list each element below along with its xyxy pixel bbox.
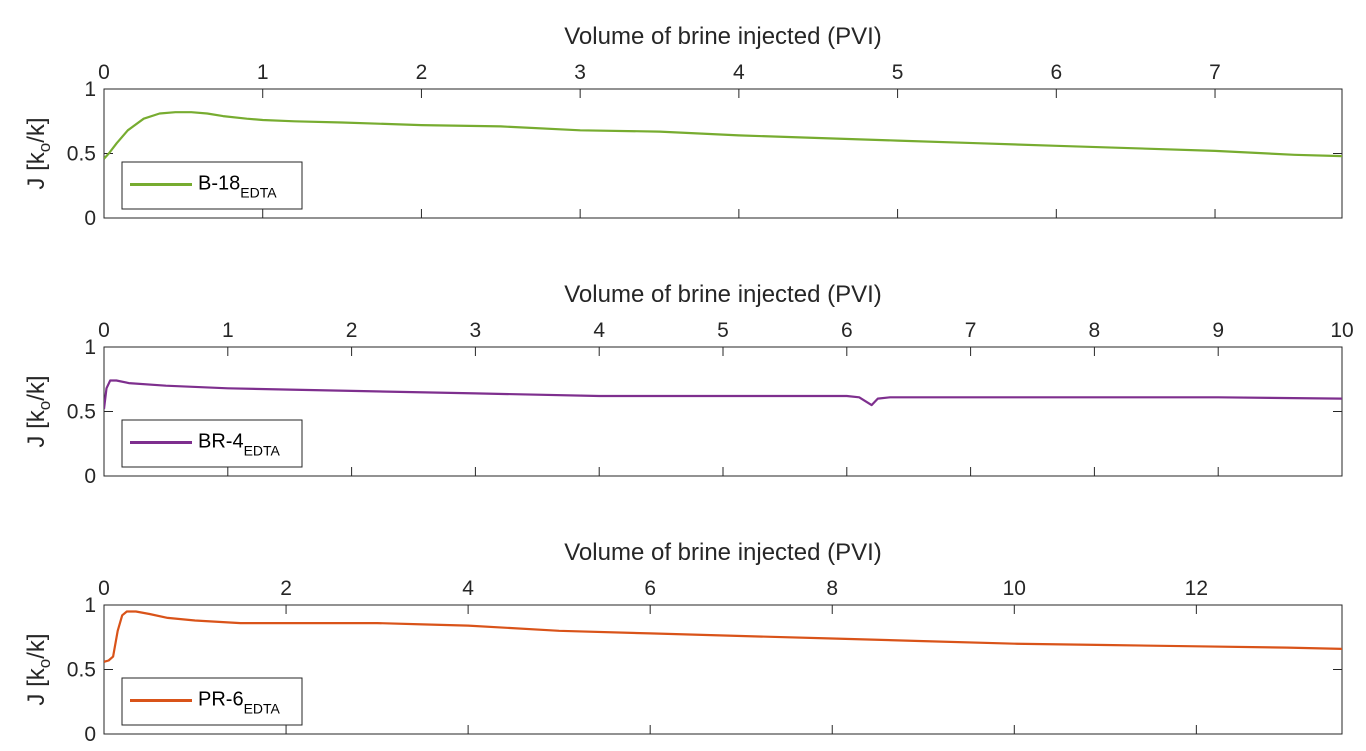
x-tick-label: 7 [1209, 61, 1221, 84]
x-tick-label: 0 [98, 319, 110, 342]
legend-label-sub: EDTA [240, 185, 277, 201]
x-tick-label: 5 [717, 319, 729, 342]
x-tick-label: 8 [1089, 319, 1101, 342]
x-tick-label: 6 [841, 319, 853, 342]
x-tick-label: 8 [826, 577, 838, 600]
y-axis-title-main: J [k [23, 151, 50, 189]
y-tick-label: 1 [84, 78, 96, 101]
x-tick-label: 10 [1330, 319, 1353, 342]
legend-label: B-18EDTA [198, 173, 277, 201]
x-tick-label: 2 [280, 577, 292, 600]
y-axis-title-tail: /k] [23, 375, 50, 400]
series-line-b-18 [104, 111, 1342, 160]
legend: PR-6EDTA [121, 677, 303, 726]
axes-box [103, 88, 1343, 219]
x-tick-label: 10 [1003, 577, 1026, 600]
series-line-pr-6 [104, 610, 1342, 663]
y-tick-label: 1 [84, 594, 96, 617]
y-axis-title-sub: o [35, 143, 54, 152]
x-tick-label: 7 [965, 319, 977, 342]
legend-label-sub: EDTA [244, 701, 281, 717]
y-axis-title-tail: /k] [23, 633, 50, 658]
x-tick-label: 5 [892, 61, 904, 84]
axes-box [103, 346, 1343, 477]
y-axis-title-sub: o [35, 401, 54, 410]
y-tick-label: 0 [84, 207, 96, 230]
y-axis-title-sub: o [35, 659, 54, 668]
x-tick-label: 9 [1212, 319, 1224, 342]
y-tick-label: 0.5 [67, 401, 96, 424]
x-tick-label: 6 [1050, 61, 1062, 84]
x-axis-title: Volume of brine injected (PVI) [564, 23, 882, 50]
x-tick-label: 2 [416, 61, 428, 84]
y-axis-title: J [ko/k] [23, 375, 54, 447]
y-tick-label: 0.5 [67, 143, 96, 166]
x-axis-title: Volume of brine injected (PVI) [564, 281, 882, 308]
series-line-br-4 [104, 379, 1342, 410]
legend-label-main: PR-6 [198, 689, 244, 711]
legend-label: PR-6EDTA [198, 689, 281, 717]
x-tick-label: 4 [733, 61, 745, 84]
legend-label-main: BR-4 [198, 431, 244, 453]
y-axis-title: J [ko/k] [23, 117, 54, 189]
x-tick-label: 0 [98, 61, 110, 84]
legend-label-main: B-18 [198, 173, 240, 195]
y-axis-title: J [ko/k] [23, 633, 54, 705]
legend: BR-4EDTA [121, 419, 303, 468]
y-tick-label: 0 [84, 465, 96, 488]
y-axis-title-tail: /k] [23, 117, 50, 142]
x-tick-label: 3 [470, 319, 482, 342]
x-tick-label: 3 [574, 61, 586, 84]
y-axis-title-main: J [k [23, 667, 50, 705]
y-tick-label: 0.5 [67, 659, 96, 682]
x-tick-label: 4 [462, 577, 474, 600]
legend-label: BR-4EDTA [198, 431, 281, 459]
x-tick-label: 6 [644, 577, 656, 600]
x-tick-label: 1 [222, 319, 234, 342]
chart-panel-3: 0 2 4 6 8 10 12 0 0.5 1 Volume of brine injected (… [23, 539, 1343, 746]
x-tick-label: 1 [257, 61, 269, 84]
y-tick-label: 1 [84, 336, 96, 359]
x-tick-label: 12 [1185, 577, 1208, 600]
y-axis-title-main: J [k [23, 409, 50, 447]
x-axis-title: Volume of brine injected (PVI) [564, 539, 882, 566]
y-tick-label: 0 [84, 723, 96, 746]
legend: B-18EDTA [121, 161, 303, 210]
axes-box [103, 604, 1343, 735]
legend-label-sub: EDTA [244, 443, 281, 459]
x-tick-label: 0 [98, 577, 110, 600]
legend-box [121, 161, 303, 210]
x-tick-label: 2 [346, 319, 358, 342]
x-tick-label: 4 [593, 319, 605, 342]
